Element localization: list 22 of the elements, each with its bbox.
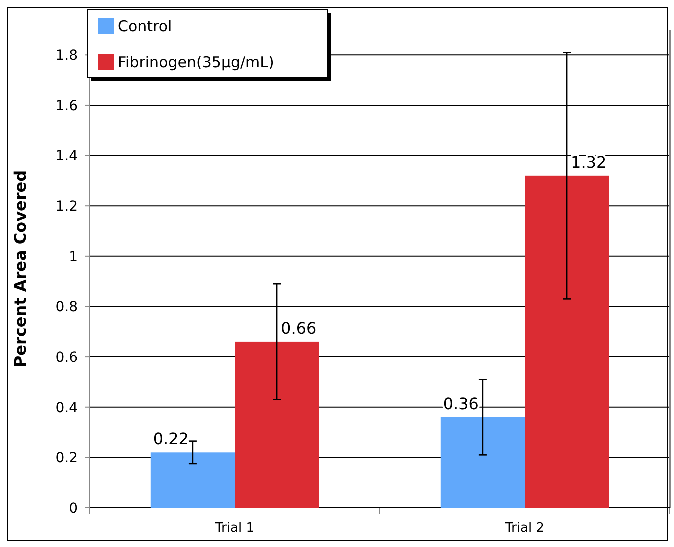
data-label: 0.66 — [281, 318, 317, 338]
legend-label: Fibrinogen(35µg/mL) — [118, 53, 274, 72]
data-label: 1.32 — [571, 152, 607, 172]
y-tick-label: 0 — [69, 500, 78, 517]
data-label: 0.22 — [153, 430, 189, 449]
y-tick-label: 1.2 — [56, 199, 78, 216]
bar — [440, 417, 525, 508]
y-tick-label: 1.8 — [56, 48, 78, 64]
y-tick-label: 1 — [69, 249, 78, 266]
y-tick-label: 1.4 — [56, 148, 78, 165]
x-tick-label: Trial 2 — [504, 521, 544, 536]
y-axis-title: Percent Area Covered — [11, 170, 30, 368]
y-tick-label: 0.4 — [56, 400, 78, 416]
y-tick-label: 1.6 — [56, 98, 78, 114]
y-tick-label: 0.6 — [56, 350, 78, 366]
x-tick-label: Trial 1 — [214, 521, 254, 536]
bar — [235, 342, 320, 508]
y-tick-label: 0.8 — [56, 300, 78, 316]
bar — [150, 452, 235, 508]
bar — [525, 176, 610, 508]
y-tick-label: 0.2 — [56, 450, 78, 467]
legend-label: Control — [118, 17, 172, 36]
